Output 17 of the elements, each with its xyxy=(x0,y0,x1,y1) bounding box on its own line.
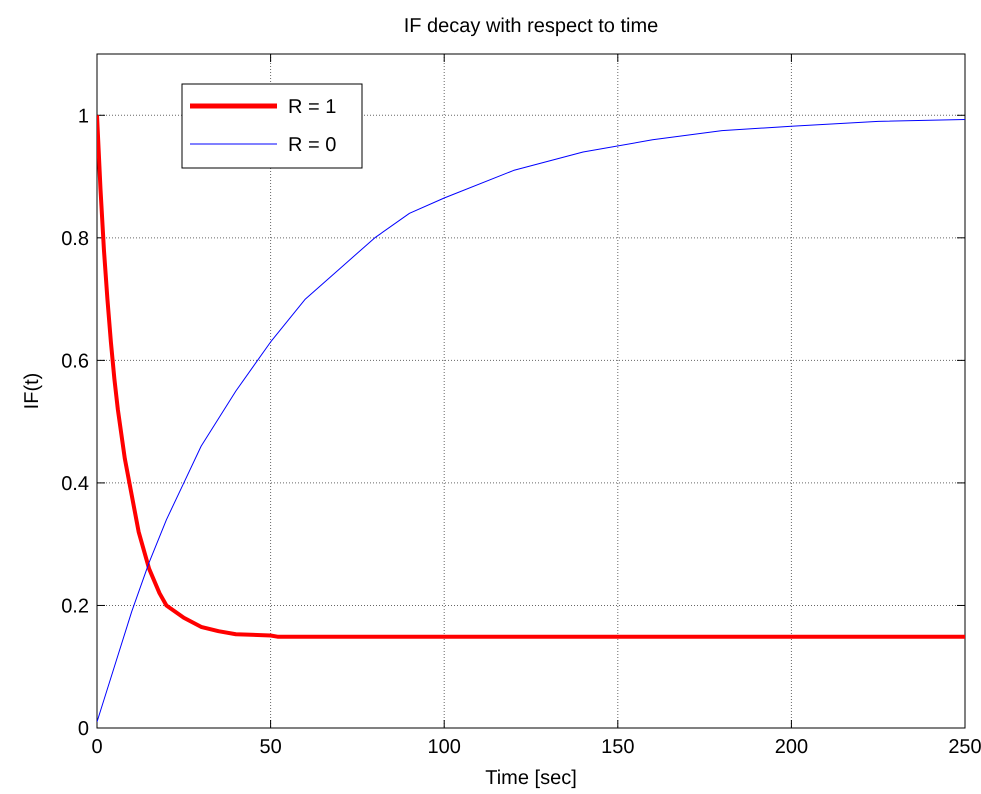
y-tick-label: 0.8 xyxy=(61,228,89,250)
x-tick-label: 50 xyxy=(259,736,282,758)
y-tick-label: 0 xyxy=(78,718,89,740)
y-tick-label: 0.2 xyxy=(61,595,89,618)
legend-label: R = 1 xyxy=(288,96,336,118)
y-axis-title: IF(t) xyxy=(21,372,43,410)
x-tick-label: 0 xyxy=(91,736,103,758)
x-tick-label: 200 xyxy=(774,736,808,758)
x-tick-label: 250 xyxy=(948,736,981,758)
x-axis-title: Time [sec] xyxy=(485,767,577,789)
y-tick-label: 1 xyxy=(78,105,89,128)
chart-title: IF decay with respect to time xyxy=(404,15,658,37)
x-tick-label: 150 xyxy=(601,736,634,758)
y-tick-label: 0.4 xyxy=(61,472,89,495)
legend-label: R = 0 xyxy=(288,134,336,156)
x-tick-label: 100 xyxy=(428,736,461,758)
y-tick-label: 0.6 xyxy=(61,350,89,372)
